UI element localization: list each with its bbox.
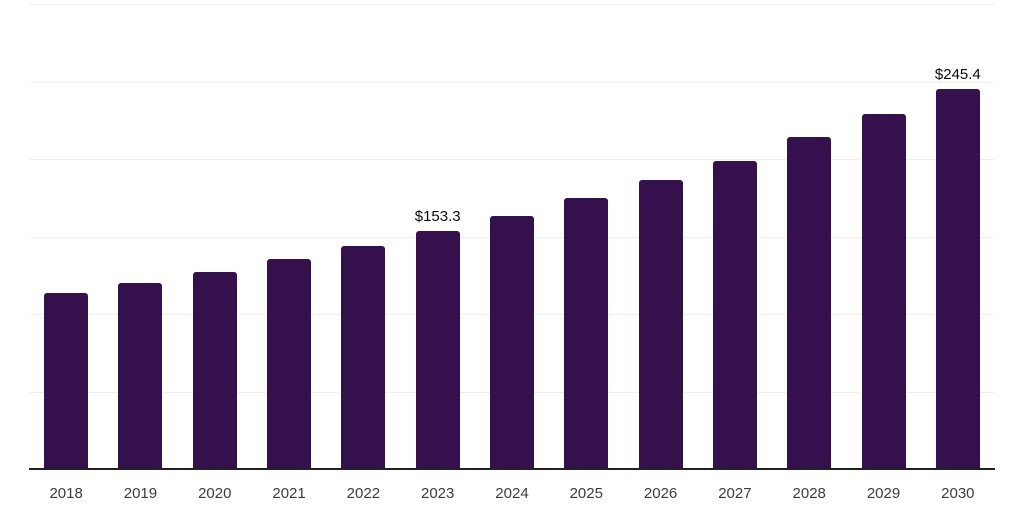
bar-2030 [935,88,980,469]
bar-2024 [490,216,534,469]
x-tick-label-2030: 2030 [941,485,975,502]
gridline [29,81,995,83]
x-tick-label-2022: 2022 [346,485,381,502]
x-tick-label-2027: 2027 [718,485,752,502]
bar-2019 [118,282,163,469]
x-tick-label-2023: 2023 [420,485,455,502]
x-tick-label-2028: 2028 [792,485,826,502]
bar-2027 [712,160,757,469]
x-tick-label-2024: 2024 [495,485,529,502]
bar-value-label-2023: $153.3 [414,208,461,226]
bar-value-label-2030: $245.4 [934,65,981,83]
bar-2021 [267,258,312,469]
bar-2020 [192,271,237,469]
x-tick-label-2025: 2025 [569,485,603,502]
bar-2025 [564,198,609,469]
x-axis-line [29,468,995,470]
x-tick-label-2020: 2020 [198,485,232,502]
x-tick-label-2026: 2026 [643,485,678,502]
x-tick-label-2019: 2019 [123,485,158,502]
x-tick-label-2018: 2018 [49,485,83,502]
x-tick-label-2021: 2021 [272,485,306,502]
bar-2018 [44,292,89,469]
bar-2029 [861,113,906,469]
x-tick-label-2029: 2029 [866,485,901,502]
gridline [29,4,995,5]
bar-2022 [341,245,386,469]
bar-2026 [638,180,683,469]
bar-2023 [415,231,460,469]
bar-2028 [787,136,832,469]
gridline [29,159,995,160]
